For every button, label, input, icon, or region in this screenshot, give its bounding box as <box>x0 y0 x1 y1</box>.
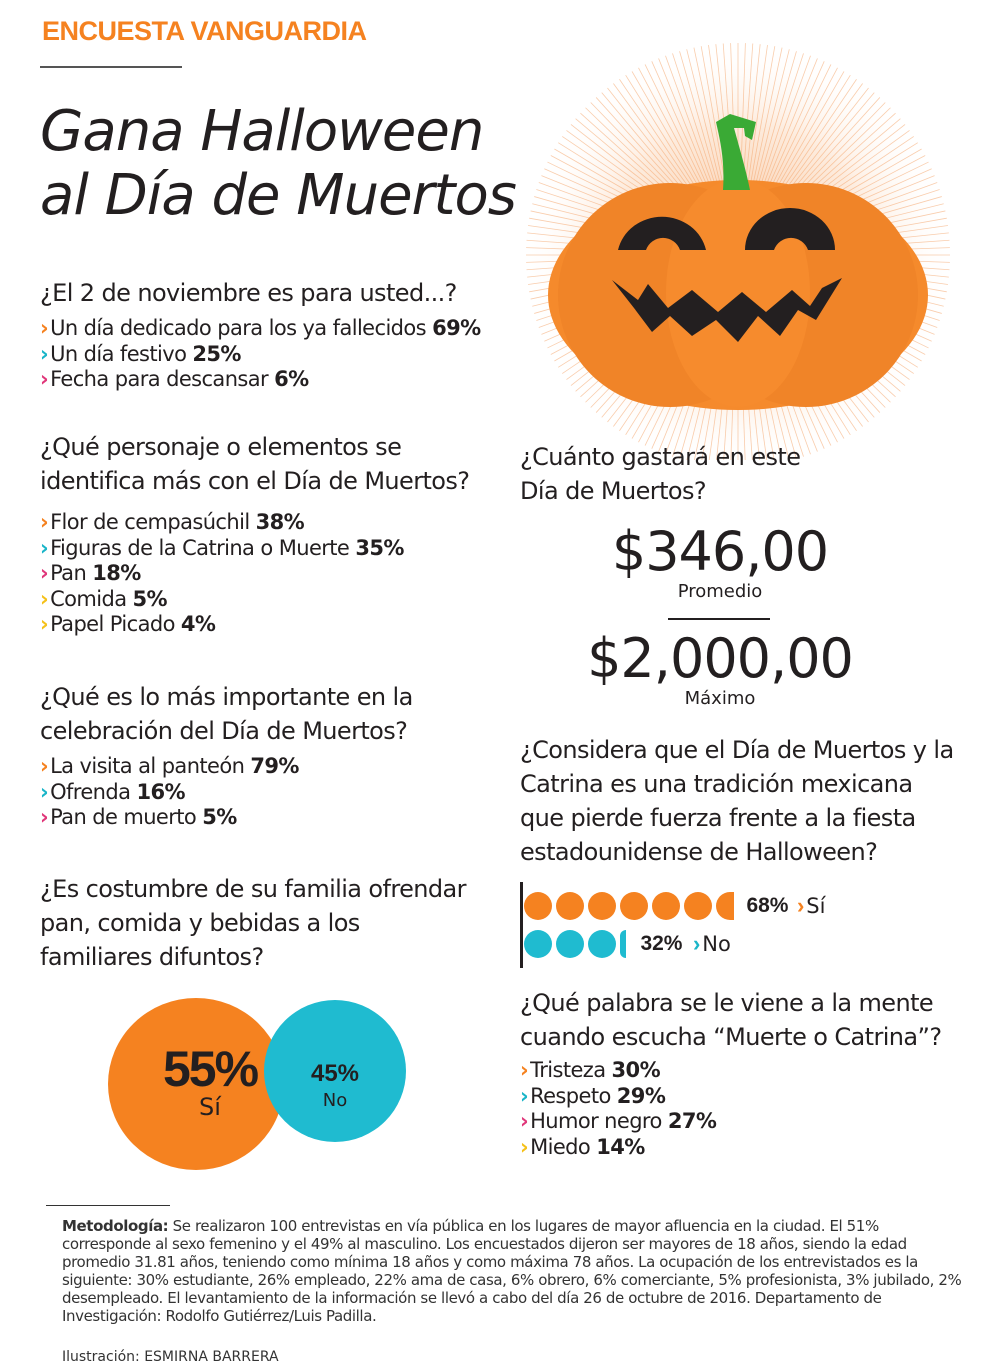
bar-yes: 68% ›Sí <box>524 892 825 922</box>
answer-item: ›Flor de cempasúchil 38% <box>40 510 305 534</box>
chevron-right-icon: › <box>692 931 701 956</box>
chevron-right-icon: › <box>40 754 49 778</box>
chevron-right-icon: › <box>40 367 49 392</box>
answer-item: ›Un día festivo 25% <box>40 341 241 366</box>
answer-item: ›Fecha para descansar 6% <box>40 367 309 392</box>
question-heading: ¿Qué personaje o elementos se identifica… <box>40 433 470 495</box>
answer-item: ›Tristeza 30% <box>520 1058 661 1082</box>
answer-list: ›Un día dedicado para los ya fallecidos … <box>40 316 520 393</box>
answer-item: ›Papel Picado 4% <box>40 612 216 637</box>
chevron-right-icon: › <box>796 893 805 918</box>
bar-axis <box>520 882 523 968</box>
question-heading-tradition: ¿Considera que el Día de Muertos y la Ca… <box>520 736 954 866</box>
chevron-right-icon: › <box>40 535 49 560</box>
no-label: No <box>322 1090 348 1111</box>
question-block-elements: ¿Qué personaje o elementos se identifica… <box>40 430 520 638</box>
max-value: $2,000,00 <box>587 627 854 690</box>
illustration-credit: Ilustración: ESMIRNA BARRERA <box>62 1349 279 1365</box>
chevron-right-icon: › <box>520 1109 529 1134</box>
question-heading: ¿Qué palabra se le viene a la mente cuan… <box>520 989 942 1051</box>
yes-pct: 55% <box>162 1041 259 1097</box>
venn-circle-yes <box>108 998 284 1170</box>
chevron-right-icon: › <box>40 316 49 340</box>
answer-list: ›Tristeza 30% ›Respeto 29% ›Humor negro … <box>520 1058 980 1160</box>
question-heading-offering: ¿Es costumbre de su familia ofrendar pan… <box>40 875 467 971</box>
question-block-words: ¿Qué palabra se le viene a la mente cuan… <box>520 986 980 1160</box>
title-line-2: al Día de Muertos <box>40 163 517 228</box>
money-divider <box>668 618 770 620</box>
bar-no: 32% ›No <box>524 930 731 960</box>
yes-label: Sí <box>199 1093 221 1121</box>
chevron-right-icon: › <box>40 510 49 534</box>
no-pct: 45% <box>310 1060 360 1087</box>
answer-list: ›Flor de cempasúchil 38% ›Figuras de la … <box>40 510 520 638</box>
question-block-importance: ¿Qué es lo más importante en la celebrac… <box>40 680 520 831</box>
methodology: Metodología: Se realizaron 100 entrevist… <box>62 1217 962 1325</box>
chevron-right-icon: › <box>520 1058 529 1082</box>
answer-item: ›Miedo 14% <box>520 1134 645 1159</box>
venn-circle-no <box>264 1000 406 1142</box>
answer-item: ›La visita al panteón 79% <box>40 754 299 778</box>
answer-item: ›Humor negro 27% <box>520 1109 717 1134</box>
page-title: Gana Halloween al Día de Muertos <box>40 99 517 228</box>
chevron-right-icon: › <box>40 805 49 830</box>
answer-item: ›Un día dedicado para los ya fallecidos … <box>40 316 481 340</box>
footer-divider <box>46 1205 170 1206</box>
chevron-right-icon: › <box>40 586 49 611</box>
question-heading: ¿Qué es lo más importante en la celebrac… <box>40 683 413 745</box>
max-label: Máximo <box>684 688 756 709</box>
question-block-nov2: ¿El 2 de noviembre es para usted...? ›Un… <box>40 276 520 393</box>
pumpkin-icon <box>523 40 953 470</box>
pumpkin-illustration <box>520 40 980 470</box>
kicker-divider <box>40 66 182 68</box>
average-value: $346,00 <box>611 520 829 583</box>
answer-item: ›Pan 18% <box>40 561 141 586</box>
answer-item: ›Respeto 29% <box>520 1083 666 1108</box>
chevron-right-icon: › <box>520 1083 529 1108</box>
answer-item: ›Figuras de la Catrina o Muerte 35% <box>40 535 404 560</box>
answer-item: ›Comida 5% <box>40 586 168 611</box>
title-line-1: Gana Halloween <box>40 99 484 164</box>
chevron-right-icon: › <box>520 1134 529 1159</box>
answer-item: ›Ofrenda 16% <box>40 779 186 804</box>
answer-list: ›La visita al panteón 79% ›Ofrenda 16% ›… <box>40 754 520 831</box>
answer-item: ›Pan de muerto 5% <box>40 805 237 830</box>
chevron-right-icon: › <box>40 561 49 586</box>
question-heading: ¿El 2 de noviembre es para usted...? <box>40 279 457 307</box>
chevron-right-icon: › <box>40 779 49 804</box>
average-label: Promedio <box>677 581 763 602</box>
chevron-right-icon: › <box>40 612 49 637</box>
kicker: ENCUESTA VANGUARDIA <box>42 16 367 46</box>
chevron-right-icon: › <box>40 341 49 366</box>
question-heading-spending: ¿Cuánto gastará en este Día de Muertos? <box>520 443 801 505</box>
